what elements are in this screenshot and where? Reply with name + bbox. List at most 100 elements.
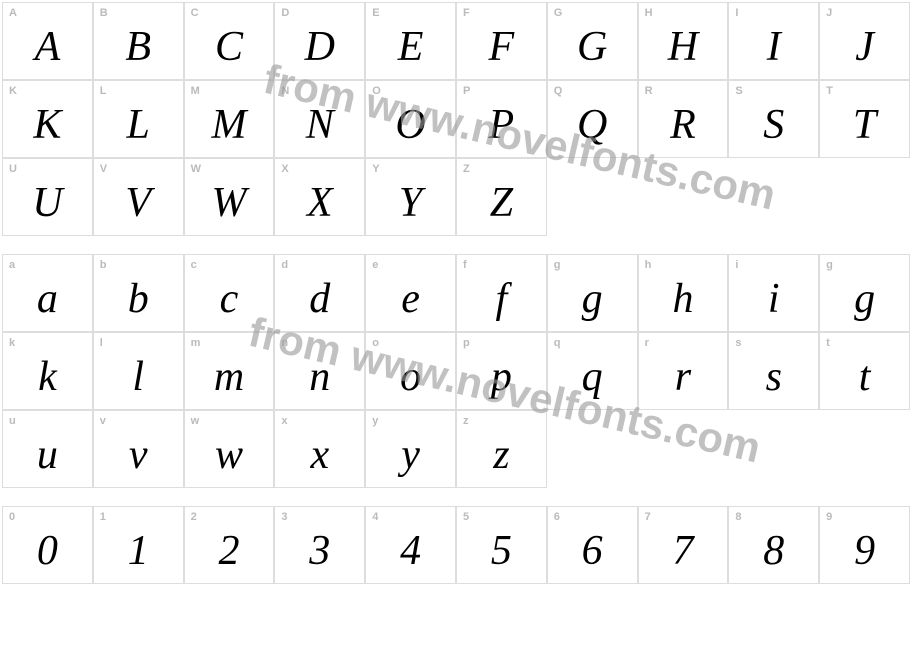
glyph-cell: 44 [365,506,456,584]
glyph-row: uuvvwwxxyyzz [2,410,910,488]
glyph-char: t [859,353,871,401]
glyph-cell: 11 [93,506,184,584]
glyph-label: C [191,7,199,19]
glyph-label: c [191,259,197,271]
glyph-cell: oo [365,332,456,410]
glyph-cell: dd [274,254,365,332]
glyph-cell: GG [547,2,638,80]
glyph-cell: 77 [638,506,729,584]
glyph-cell: mm [184,332,275,410]
glyph-cell: ll [93,332,184,410]
glyph-cell: cc [184,254,275,332]
glyph-label: p [463,337,470,349]
glyph-label: M [191,85,200,97]
glyph-char: 7 [672,527,693,575]
glyph-label: 1 [100,511,106,523]
glyph-char: 5 [491,527,512,575]
glyph-cell: WW [184,158,275,236]
glyph-label: N [281,85,289,97]
glyph-cell: ZZ [456,158,547,236]
glyph-label: 8 [735,511,741,523]
glyph-char: M [211,101,246,149]
glyph-char: 0 [37,527,58,575]
glyph-label: P [463,85,470,97]
glyph-char: E [398,23,424,71]
glyph-label: I [735,7,738,19]
glyph-char: X [307,179,333,227]
glyph-label: v [100,415,106,427]
glyph-char: C [215,23,243,71]
glyph-char: R [670,101,696,149]
glyph-char: 1 [128,527,149,575]
glyph-char: b [128,275,149,323]
glyph-char: q [582,353,603,401]
glyph-label: 7 [645,511,651,523]
glyph-row: kkllmmnnooppqqrrsstt [2,332,910,410]
glyph-char: G [577,23,607,71]
glyph-cell: ee [365,254,456,332]
glyph-char: S [763,101,784,149]
glyph-cell: MM [184,80,275,158]
glyph-char: n [309,353,330,401]
glyph-cell: xx [274,410,365,488]
glyph-char: D [305,23,335,71]
glyph-char: c [220,275,239,323]
glyph-char: k [38,353,57,401]
glyph-cell: KK [2,80,93,158]
glyph-char: L [127,101,150,149]
glyph-char: T [853,101,876,149]
glyph-cell: gg [819,254,910,332]
glyph-char: J [855,23,874,71]
glyph-cell: gg [547,254,638,332]
glyph-label: V [100,163,107,175]
glyph-cell: VV [93,158,184,236]
section-digits: 00112233445566778899 [2,506,910,584]
glyph-label: y [372,415,378,427]
glyph-cell: SS [728,80,819,158]
glyph-cell: OO [365,80,456,158]
glyph-label: X [281,163,288,175]
glyph-label: J [826,7,832,19]
glyph-label: n [281,337,288,349]
glyph-char: 3 [309,527,330,575]
glyph-row: UUVVWWXXYYZZ [2,158,910,236]
glyph-label: d [281,259,288,271]
glyph-label: z [463,415,469,427]
glyph-cell: 55 [456,506,547,584]
glyph-label: Z [463,163,470,175]
glyph-label: k [9,337,15,349]
glyph-char: O [395,101,425,149]
glyph-label: f [463,259,467,271]
glyph-label: w [191,415,200,427]
glyph-label: s [735,337,741,349]
glyph-cell: hh [638,254,729,332]
glyph-cell: ff [456,254,547,332]
glyph-cell: AA [2,2,93,80]
glyph-label: W [191,163,201,175]
glyph-cell: rr [638,332,729,410]
glyph-char: z [493,431,509,479]
glyph-char: 2 [218,527,239,575]
glyph-label: g [826,259,833,271]
glyph-label: o [372,337,379,349]
glyph-char: g [854,275,875,323]
glyph-char: Q [577,101,607,149]
glyph-char: H [668,23,698,71]
section-uppercase: AABBCCDDEEFFGGHHIIJJKKLLMMNNOOPPQQRRSSTT… [2,2,910,236]
glyph-cell: RR [638,80,729,158]
glyph-label: R [645,85,653,97]
glyph-label: g [554,259,561,271]
glyph-char: s [766,353,782,401]
glyph-char: Y [399,179,422,227]
glyph-char: U [32,179,62,227]
glyph-label: b [100,259,107,271]
glyph-label: 3 [281,511,287,523]
glyph-char: 9 [854,527,875,575]
glyph-cell: JJ [819,2,910,80]
glyph-cell: 99 [819,506,910,584]
glyph-char: I [767,23,781,71]
glyph-cell: PP [456,80,547,158]
glyph-char: K [33,101,61,149]
glyph-char: 4 [400,527,421,575]
glyph-cell: QQ [547,80,638,158]
